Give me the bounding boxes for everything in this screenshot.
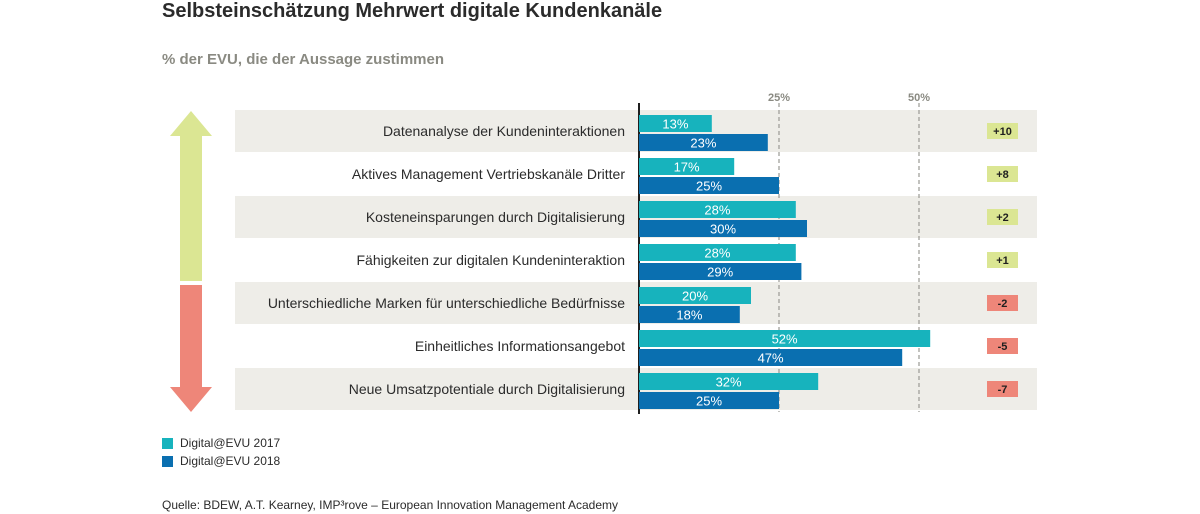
difference-label: +2 [996, 212, 1009, 224]
data-label: 18% [676, 308, 702, 323]
arrow-up-icon [170, 111, 212, 281]
bar-2017 [639, 287, 751, 304]
data-label: 30% [710, 222, 736, 237]
bar-2017 [639, 330, 931, 347]
difference-badge [987, 295, 1018, 311]
x-tick-label: 25% [768, 92, 790, 104]
difference-badge [987, 338, 1018, 354]
category-label: Aktives Management Vertriebskanäle Dritt… [352, 166, 625, 182]
data-label: 28% [704, 246, 730, 261]
chart-title: Selbsteinschätzung Mehrwert digitale Kun… [162, 0, 663, 22]
difference-label: -7 [998, 384, 1008, 396]
category-label: Kosteneinsparungen durch Digitalisierung [366, 209, 625, 225]
x-tick-label: 50% [908, 92, 930, 104]
category-label: Einheitliches Informationsangebot [415, 338, 625, 354]
data-label: 29% [707, 265, 733, 280]
row-band [235, 282, 1037, 324]
data-label: 20% [682, 289, 708, 304]
data-label: 47% [758, 351, 784, 366]
chart-subtitle: % der EVU, die der Aussage zustimmen [162, 51, 445, 68]
legend-label-2017: Digital@EVU 2017 [180, 436, 281, 450]
legend-swatch-2018 [162, 455, 173, 467]
difference-label: +1 [996, 255, 1009, 267]
row-band [235, 196, 1037, 238]
difference-label: -5 [998, 341, 1008, 353]
legend-item-2018: Digital@EVU 2018 [162, 452, 280, 470]
arrow-down-icon [170, 285, 212, 412]
bar-2017 [639, 158, 735, 175]
legend-label-2018: Digital@EVU 2018 [180, 454, 281, 468]
category-label: Neue Umsatzpotentiale durch Digitalisier… [349, 381, 625, 397]
difference-label: +10 [993, 126, 1012, 138]
legend-swatch-2017 [162, 437, 173, 449]
bar-2018 [639, 220, 807, 237]
source-note: Quelle: BDEW, A.T. Kearney, IMP³rove – E… [162, 498, 619, 512]
data-label: 25% [696, 179, 722, 194]
bar-2018 [639, 134, 768, 151]
bar-2017 [639, 115, 712, 132]
row-band [235, 368, 1037, 410]
legend-item-2017: Digital@EVU 2017 [162, 434, 280, 452]
difference-badge [987, 252, 1018, 268]
category-label: Unterschiedliche Marken für unterschiedl… [268, 295, 625, 311]
category-label: Datenanalyse der Kundeninteraktionen [383, 123, 625, 139]
data-label: 25% [696, 394, 722, 409]
data-label: 13% [662, 117, 688, 132]
bar-2017 [639, 373, 819, 390]
bar-2018 [639, 263, 802, 280]
bar-2018 [639, 349, 903, 366]
difference-label: +8 [996, 169, 1009, 181]
data-label: 52% [772, 332, 798, 347]
bar-2017 [639, 244, 796, 261]
data-label: 28% [704, 203, 730, 218]
bar-2017 [639, 201, 796, 218]
difference-badge [987, 123, 1018, 139]
bar-2018 [639, 177, 779, 194]
row-band [235, 110, 1037, 152]
difference-badge [987, 209, 1018, 225]
category-label: Fähigkeiten zur digitalen Kundeninterakt… [356, 252, 625, 268]
bar-2018 [639, 306, 740, 323]
data-label: 32% [716, 375, 742, 390]
difference-label: -2 [998, 298, 1008, 310]
difference-badge [987, 381, 1018, 397]
bar-2018 [639, 392, 779, 409]
legend: Digital@EVU 2017 Digital@EVU 2018 [162, 434, 280, 470]
difference-badge [987, 166, 1018, 182]
data-label: 17% [674, 160, 700, 175]
data-label: 23% [690, 136, 716, 151]
